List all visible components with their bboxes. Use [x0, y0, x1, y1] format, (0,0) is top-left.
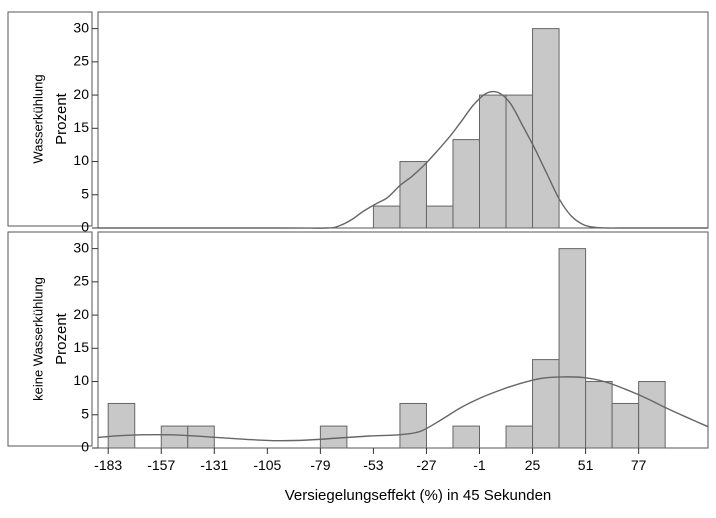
histogram-bar [452, 139, 481, 229]
strip-label-keine-wasserkuehlung: keine Wasserkühlung [30, 277, 45, 401]
x-tick-label: 77 [631, 457, 647, 473]
y-tick-label: 10 [73, 372, 89, 388]
strip-box-keine-wasserkuehlung [7, 231, 93, 447]
y-tick-label: 10 [73, 152, 89, 168]
x-tick-label: -79 [310, 457, 330, 473]
histogram-bar [505, 94, 534, 229]
x-tick-label: -1 [473, 457, 486, 473]
histogram-bar [452, 425, 481, 449]
density-curve [97, 376, 709, 442]
histogram-bar [532, 28, 560, 229]
y-tick-label: 0 [81, 439, 89, 455]
histogram-bar [372, 205, 401, 229]
y-tick-label: 0 [81, 219, 89, 235]
y-tick-label: 30 [73, 239, 89, 255]
x-tick-label: -27 [416, 457, 436, 473]
histogram-bar [425, 205, 454, 229]
histogram-bar [399, 161, 427, 229]
density-curve [98, 90, 708, 229]
y-tick-label: 5 [81, 185, 89, 201]
x-axis-title: Versiegelungseffekt (%) in 45 Sekunden [285, 487, 552, 504]
x-tick-label: -53 [363, 457, 383, 473]
y-tick-label: 20 [73, 306, 89, 322]
x-tick-label: -105 [253, 457, 281, 473]
y-tick-label: 15 [73, 119, 89, 135]
histogram-bar [505, 425, 534, 449]
y-axis-title-top: Prozent [53, 92, 70, 145]
y-tick-label: 30 [73, 19, 89, 35]
histogram-bar [558, 248, 587, 449]
y-axis-title-bottom: Prozent [53, 312, 70, 365]
strip-box-wasserkuehlung [7, 11, 93, 227]
x-tick-label: -131 [200, 457, 228, 473]
histogram-bar [611, 402, 640, 449]
y-tick-label: 25 [73, 53, 89, 69]
histogram-bar [107, 402, 136, 449]
histogram-bar [399, 402, 427, 449]
x-tick-label: -157 [147, 457, 175, 473]
strip-label-wasserkuehlung: Wasserkühlung [30, 74, 45, 163]
x-axis: -183 -157 -131 -105 -79 -53 -27 -1 25 51 77 [94, 448, 647, 473]
histogram-bar [585, 381, 613, 449]
histogram-bar [638, 381, 666, 449]
x-tick-label: 25 [525, 457, 541, 473]
histogram-bar [479, 94, 507, 229]
x-tick-label: -183 [94, 457, 122, 473]
x-tick-label: 51 [578, 457, 594, 473]
panel-keine-wasserkuehlung: 0 5 10 15 20 25 30 [73, 231, 709, 455]
histogram-bar [532, 359, 560, 449]
histogram-bar [160, 425, 189, 449]
y-tick-label: 5 [81, 405, 89, 421]
y-tick-label: 25 [73, 273, 89, 289]
y-tick-label: 20 [73, 86, 89, 102]
panel-wasserkuehlung: 0 5 10 15 20 25 30 [73, 11, 709, 235]
y-tick-label: 15 [73, 339, 89, 355]
